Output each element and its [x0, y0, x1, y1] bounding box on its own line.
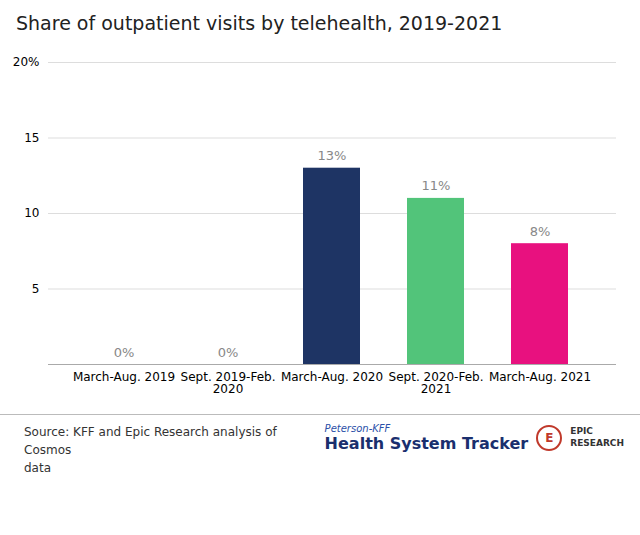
svg-text:11%: 11% — [422, 178, 451, 193]
html-text:E: E — [545, 431, 554, 445]
svg-text:13%: 13% — [318, 148, 347, 163]
svg-text:0%: 0% — [114, 345, 135, 360]
svg-text:10: 10 — [24, 206, 39, 220]
svg-text:15: 15 — [24, 131, 39, 145]
html-text:Source: KFF and Epic Research: Source: KFF and Epic Research analysis o… — [24, 425, 277, 475]
svg-text:Sept. 2020-Feb.2021: Sept. 2020-Feb.2021 — [389, 370, 484, 396]
html-text:EPIC RESEARCH: EPIC RESEARCH — [570, 426, 624, 448]
svg-text:Sept. 2019-Feb.2020: Sept. 2019-Feb.2020 — [181, 370, 276, 396]
html-text:Health System Tracker: Health System Tracker — [324, 434, 529, 453]
svg-text:March-Aug. 2021: March-Aug. 2021 — [489, 370, 591, 384]
svg-text:0%: 0% — [218, 345, 239, 360]
svg-text:20%: 20% — [13, 55, 40, 69]
html-text:Peterson-KFF: Peterson-KFF — [324, 423, 391, 434]
svg-text:5: 5 — [32, 282, 40, 296]
svg-text:March-Aug. 2020: March-Aug. 2020 — [281, 370, 383, 384]
svg-text:8%: 8% — [530, 224, 551, 239]
svg-text:March-Aug. 2019: March-Aug. 2019 — [73, 370, 175, 384]
html-text:Share of outpatient visits by: Share of outpatient visits by telehealth… — [16, 12, 503, 34]
